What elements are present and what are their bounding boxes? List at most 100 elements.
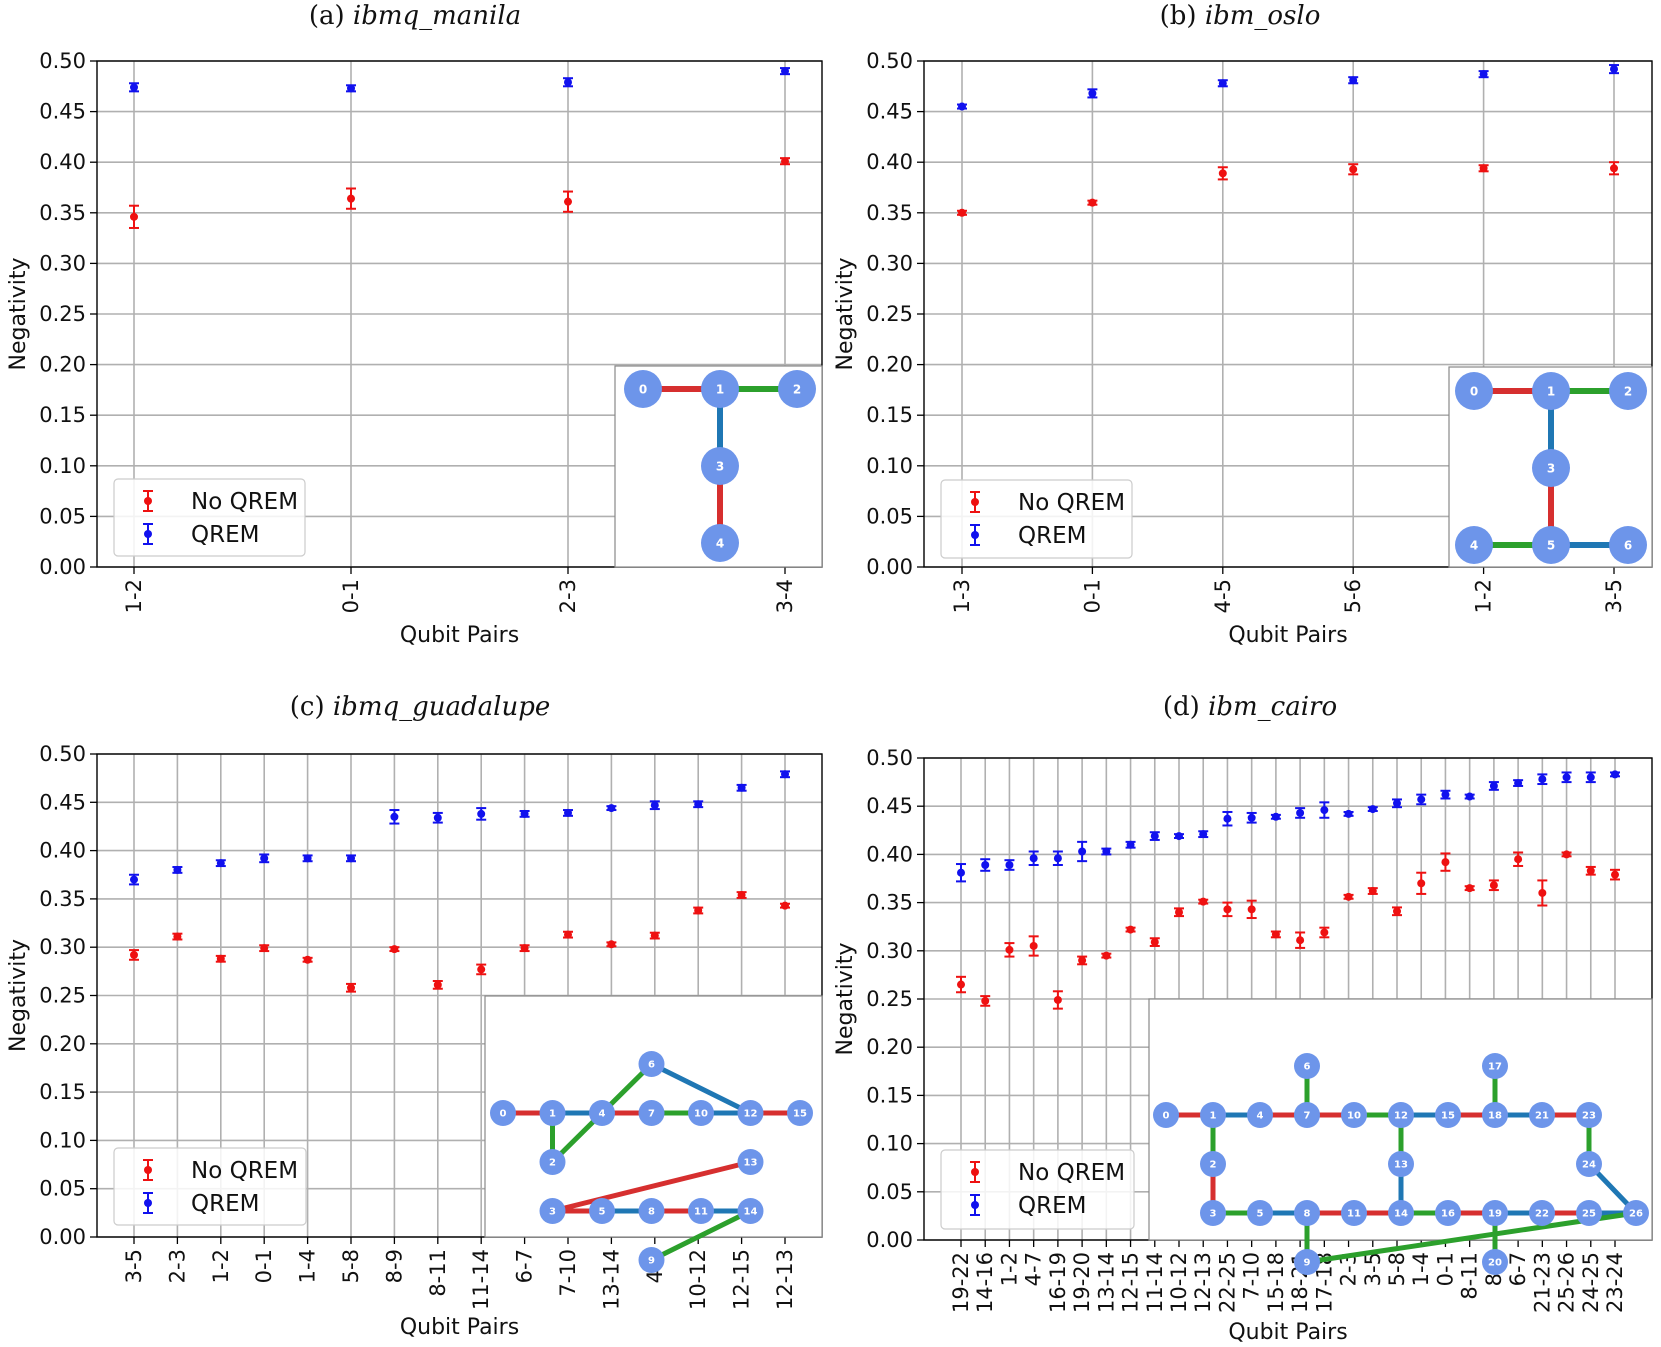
y-tick-label: 0.35: [866, 891, 913, 915]
y-tick-label: 0.05: [39, 504, 86, 528]
x-axis-label: Qubit Pairs: [400, 623, 519, 648]
data-point: [1441, 790, 1450, 799]
data-point: [1479, 70, 1488, 79]
qubit-label: 7: [1304, 1111, 1311, 1122]
data-point: [1223, 905, 1232, 914]
legend-label-qrem: QREM: [191, 522, 259, 548]
legend: No QREM QREM: [113, 478, 306, 557]
y-tick-label: 0.20: [866, 1035, 913, 1059]
qubit-node: [1482, 1200, 1508, 1226]
data-point: [130, 212, 138, 221]
x-tick-label: 7-10: [556, 1249, 580, 1297]
qubit-node: [638, 1100, 665, 1126]
qubit-label: 3: [1547, 461, 1555, 475]
qubit-label: 5: [599, 1207, 606, 1218]
data-point: [957, 868, 965, 877]
data-point: [1029, 941, 1038, 950]
data-point: [216, 954, 225, 963]
panel-ibm_cairo: (d) ibm_cairo 0.00 0.05 0.10 0.15 0.20 0.25 0.3…: [833, 692, 1653, 1345]
data-point: [1610, 65, 1618, 74]
qubit-label: 6: [1624, 538, 1632, 552]
y-tick-label: 0.00: [39, 555, 86, 579]
qubit-label: 10: [694, 1109, 708, 1120]
series-qrem: [129, 770, 790, 886]
qubit-node: [778, 370, 816, 408]
data-point: [1344, 892, 1353, 901]
qubit-label: 5: [1257, 1209, 1264, 1220]
x-tick-label: 1-4: [296, 1249, 320, 1283]
data-point: [1223, 814, 1232, 823]
y-axis-label: Negativity: [833, 258, 858, 371]
data-point: [1005, 861, 1014, 870]
qubit-label: 6: [1304, 1062, 1311, 1073]
qubit-label: 3: [716, 459, 724, 473]
data-point: [1562, 850, 1571, 859]
chart-title-label: (c): [290, 692, 333, 722]
qubit-node: [1435, 1102, 1461, 1128]
legend-marker: [971, 1201, 979, 1209]
x-tick-label: 21-23: [1530, 1252, 1554, 1313]
qubit-label: 23: [1582, 1111, 1596, 1122]
data-point: [1611, 770, 1619, 779]
data-point: [1538, 775, 1547, 784]
qubit-label: 2: [549, 1158, 556, 1169]
data-point: [737, 783, 746, 792]
x-tick-label: 10-12: [1167, 1252, 1191, 1313]
y-tick-label: 0.45: [866, 794, 913, 818]
qubit-node: [787, 1100, 813, 1126]
data-point: [1465, 884, 1474, 893]
legend-label-no-qrem: No QREM: [1018, 490, 1125, 516]
qubit-node: [688, 1100, 714, 1126]
data-point: [303, 955, 312, 964]
qubit-node: [1435, 1200, 1461, 1226]
qubit-node: [1388, 1151, 1414, 1177]
qubit-label: 2: [793, 382, 801, 396]
data-point: [1053, 995, 1062, 1004]
qubit-node: [701, 447, 739, 485]
qubit-label: 21: [1535, 1111, 1549, 1122]
qubit-node: [1609, 372, 1647, 410]
y-tick-label: 0.45: [866, 100, 913, 124]
y-tick-label: 0.25: [39, 984, 86, 1008]
data-point: [958, 208, 966, 217]
qubit-label: 22: [1535, 1209, 1549, 1220]
qubit-label: 14: [1394, 1209, 1408, 1220]
chart-title-device: ibm_oslo: [1205, 1, 1321, 31]
qubit-node: [1294, 1102, 1320, 1128]
qubit-node: [1455, 526, 1493, 564]
x-tick-label: 10-12: [686, 1249, 710, 1310]
y-tick-label: 0.30: [39, 251, 86, 275]
qubit-node: [1623, 1200, 1649, 1226]
coupling-map-inset: 0 1 2 3 4: [614, 365, 823, 568]
data-point: [1465, 792, 1474, 801]
qubit-node: [1341, 1102, 1367, 1128]
qubit-node: [1455, 372, 1493, 410]
qubit-node: [1532, 449, 1570, 487]
legend-label-no-qrem: No QREM: [191, 1158, 298, 1184]
qubit-label: 1: [549, 1109, 556, 1120]
qubit-node: [1294, 1053, 1320, 1079]
qubit-label: 14: [744, 1207, 758, 1218]
data-point: [260, 944, 269, 953]
legend-box: [113, 1147, 307, 1226]
data-point: [1150, 832, 1159, 841]
data-point: [1538, 888, 1547, 897]
y-tick-label: 0.15: [39, 1080, 86, 1104]
data-point: [347, 983, 355, 992]
data-point: [650, 931, 659, 940]
qubit-node: [1341, 1200, 1367, 1226]
qubit-label: 20: [1488, 1258, 1502, 1269]
x-tick-label: 6-7: [1506, 1252, 1530, 1286]
y-tick-label: 0.20: [39, 353, 86, 377]
qubit-label: 15: [1441, 1111, 1455, 1122]
data-point: [1368, 805, 1377, 814]
qubit-label: 6: [648, 1060, 655, 1071]
legend-label-qrem: QREM: [191, 1191, 259, 1217]
x-tick-label: 7-10: [1240, 1252, 1264, 1300]
y-tick-label: 0.25: [866, 302, 913, 326]
data-point: [1126, 925, 1135, 934]
data-point: [303, 854, 312, 863]
series-qrem: [129, 67, 790, 93]
chart-title: (d) ibm_cairo: [1163, 692, 1337, 722]
